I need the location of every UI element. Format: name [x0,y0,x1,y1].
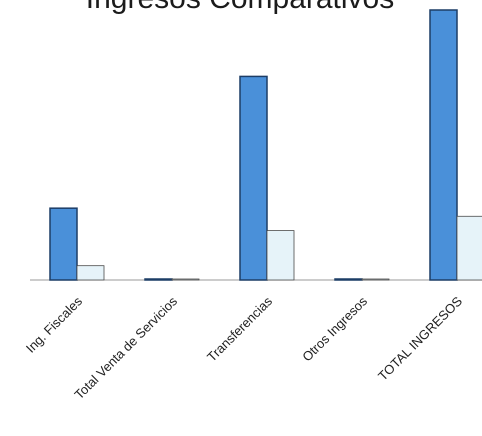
bar-series1-3 [334,278,363,281]
x-tick-label: Transferencias [204,293,275,364]
bar-series2-3 [361,278,390,281]
x-tick-label: TOTAL INGRESOS [375,293,465,383]
bar-series1-4 [429,9,458,281]
bar-series2-0 [76,265,105,281]
x-tick-label: Ing. Fiscales [23,293,86,356]
x-tick-label: Total Venta de Servicios [71,293,180,402]
x-tick-label: Otros Ingresos [299,293,370,364]
bar-series2-4 [456,215,482,281]
chart-title: Ingresos Comparativos [86,0,394,15]
bars-group [49,9,482,281]
bar-series1-0 [49,207,78,281]
bar-series2-2 [266,230,295,281]
bar-series2-1 [171,278,200,281]
bar-series1-2 [239,75,268,281]
bar-series1-1 [144,278,173,281]
